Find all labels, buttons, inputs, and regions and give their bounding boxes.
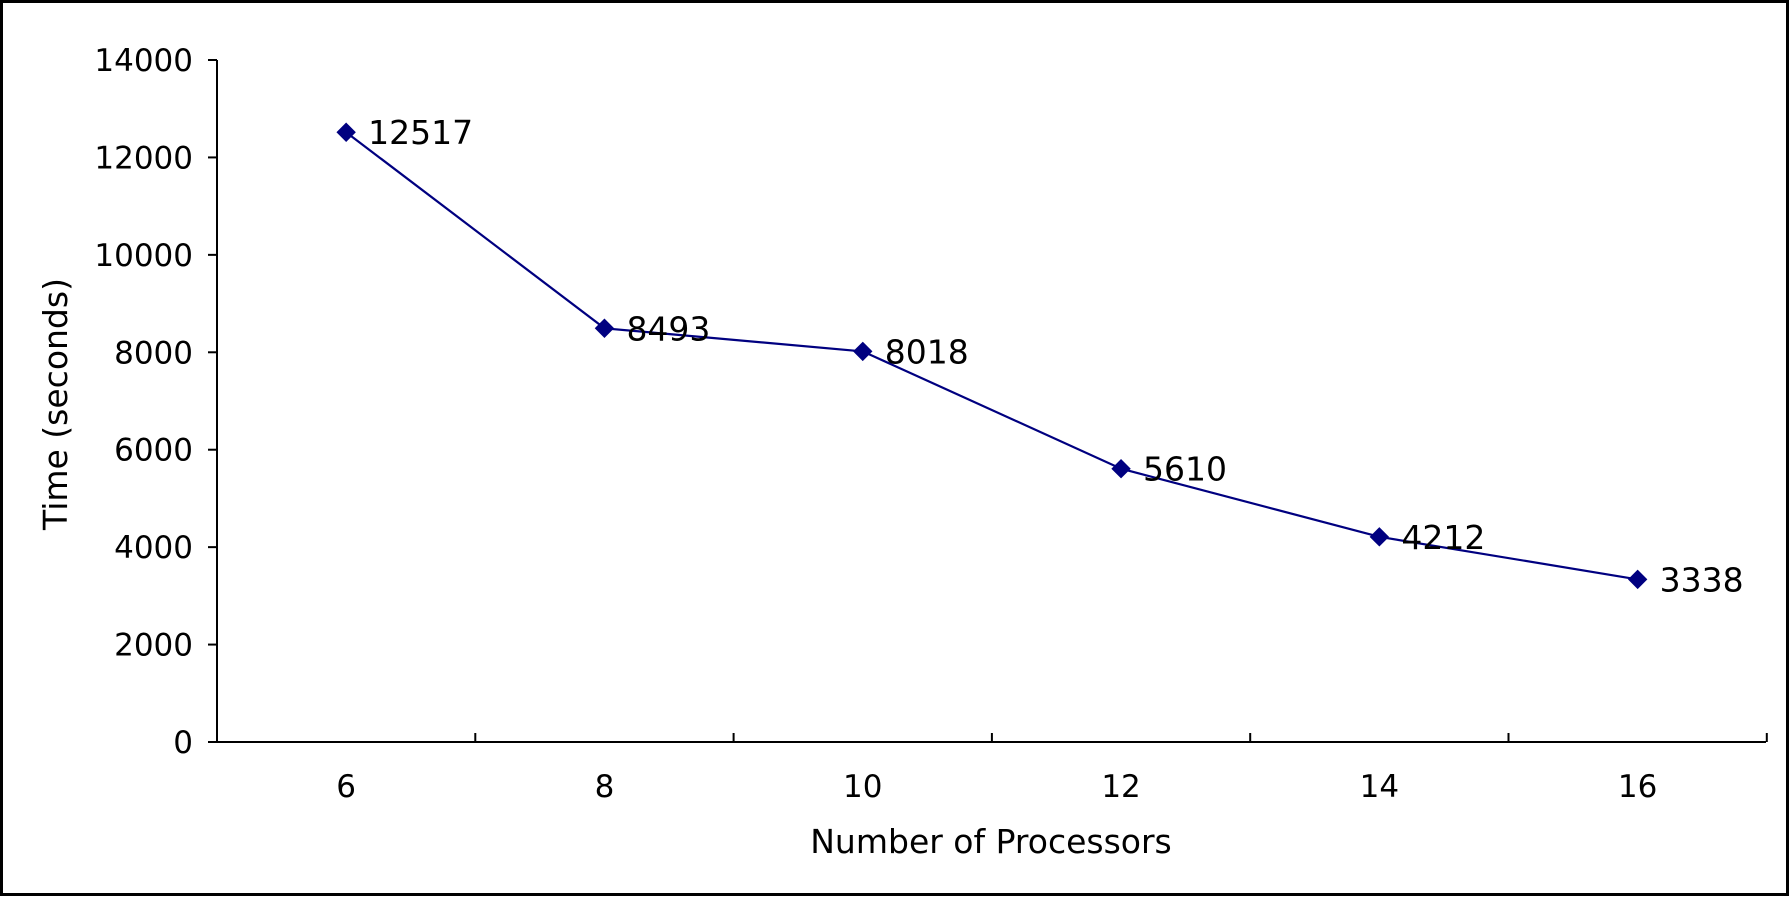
data-value-label: 5610 <box>1143 450 1227 489</box>
data-point-marker <box>853 341 873 362</box>
data-point-marker <box>1111 459 1131 479</box>
y-tick-label: 6000 <box>114 433 193 469</box>
data-value-label: 12517 <box>368 113 473 152</box>
y-tick-label: 10000 <box>94 238 193 274</box>
data-point-marker <box>1369 527 1390 547</box>
x-tick-label: 6 <box>336 769 356 805</box>
data-value-label: 4212 <box>1401 518 1485 557</box>
data-value-label: 8493 <box>626 309 710 348</box>
y-tick-label: 12000 <box>94 140 193 176</box>
data-labels: 12517 8493 8018 5610 4212 3338 <box>368 113 1743 599</box>
data-point-marker <box>1627 569 1648 590</box>
x-tick-label: 10 <box>843 769 882 805</box>
x-tick-label: 12 <box>1101 769 1140 805</box>
y-tick-label: 4000 <box>114 530 193 566</box>
y-tick-label: 14000 <box>94 43 193 79</box>
series-layer <box>336 122 1648 590</box>
y-tick-label: 8000 <box>114 335 193 371</box>
x-axis-ticks: 6 8 10 12 14 16 <box>216 733 1768 805</box>
line-chart: 0 2000 4000 6000 8000 10000 12000 14000 6 8 10 12 1… <box>36 43 1768 861</box>
y-tick-label: 2000 <box>114 628 193 664</box>
data-value-label: 3338 <box>1660 560 1744 599</box>
series-line <box>345 131 1638 581</box>
data-point-marker <box>594 318 615 338</box>
x-tick-label: 16 <box>1618 769 1657 805</box>
y-axis-ticks: 0 2000 4000 6000 8000 10000 12000 14000 <box>94 43 217 761</box>
y-axis-label: Time (seconds) <box>36 278 75 531</box>
data-point-marker <box>336 122 356 142</box>
x-axis-label: Number of Processors <box>810 822 1172 861</box>
chart-axes <box>216 60 1766 743</box>
x-tick-label: 14 <box>1360 769 1399 805</box>
x-tick-label: 8 <box>595 769 615 805</box>
y-tick-label: 0 <box>173 725 193 761</box>
data-value-label: 8018 <box>885 332 969 371</box>
